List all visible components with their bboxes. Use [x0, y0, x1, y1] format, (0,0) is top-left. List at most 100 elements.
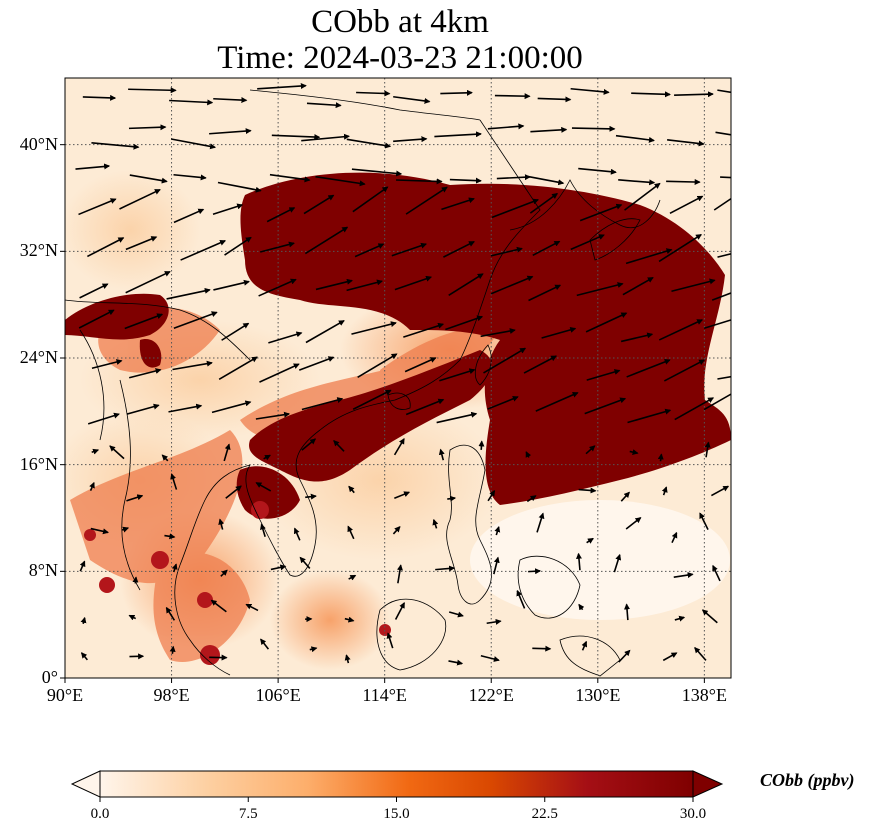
wind-vector: [119, 188, 161, 210]
wind-vector: [180, 240, 227, 261]
wind-vector: [667, 139, 705, 147]
wind-vector: [351, 321, 397, 335]
wind-vector: [270, 564, 287, 571]
wind-vector: [618, 179, 656, 186]
wind-vector: [404, 357, 437, 373]
wind-vector: [315, 175, 366, 187]
colorbar-tick-label: 30.0: [679, 806, 707, 822]
wind-vector: [496, 174, 531, 181]
wind-vector: [487, 489, 496, 502]
wind-vector: [356, 90, 391, 97]
wind-vector: [170, 473, 178, 490]
wind-vector: [393, 95, 431, 104]
wind-vector: [571, 125, 616, 132]
wind-vector: [268, 331, 303, 344]
wind-vector: [578, 603, 585, 611]
wind-vector: [245, 603, 259, 612]
wind-vector: [304, 226, 349, 255]
wind-vector: [173, 208, 205, 224]
wind-vector: [713, 197, 731, 211]
wind-vector: [622, 276, 654, 296]
wind-vector: [704, 441, 711, 458]
wind-vector: [438, 448, 445, 461]
wind-vector: [631, 91, 671, 98]
wind-vector: [525, 451, 532, 458]
wind-vector: [333, 439, 345, 452]
wind-vector: [225, 485, 242, 499]
colorbar-ticks: [99, 797, 694, 802]
lon-tick-label: 122°E: [468, 685, 514, 705]
wind-vector: [305, 493, 317, 500]
wind-vector: [260, 523, 266, 537]
colorbar-tick-label: 22.5: [531, 806, 558, 822]
wind-vector: [440, 89, 473, 96]
lon-tick-label: 98°E: [153, 685, 190, 705]
colorbar-tick-label: 0.0: [90, 806, 110, 822]
wind-vector: [480, 328, 516, 338]
wind-vector: [620, 491, 630, 502]
wind-vector: [257, 83, 307, 90]
wind-vector: [352, 186, 389, 213]
wind-vector: [344, 654, 351, 664]
lat-tick-label: 8°N: [28, 560, 58, 581]
wind-vector: [217, 181, 262, 193]
wind-vector: [79, 560, 86, 572]
wind-vector: [445, 315, 484, 331]
colorbar: [70, 770, 724, 802]
wind-vector: [447, 495, 457, 502]
wind-vector: [432, 518, 439, 529]
wind-vector: [615, 134, 655, 143]
wind-vector: [493, 556, 500, 575]
wind-vector: [255, 411, 291, 420]
wind-vector: [393, 437, 405, 456]
wind-vector: [169, 99, 214, 106]
wind-vector: [344, 616, 355, 623]
wind-vector: [124, 313, 164, 330]
wind-vector: [126, 403, 160, 415]
wind-vector: [168, 403, 203, 413]
wind-vector: [209, 128, 252, 135]
wind-vector: [405, 398, 445, 416]
wind-vector: [266, 207, 296, 223]
title-line-1: CObb at 4km: [311, 4, 489, 40]
wind-vector: [211, 400, 252, 414]
wind-vector: [391, 242, 428, 257]
wind-vector: [223, 443, 231, 462]
wind-vector: [125, 270, 171, 294]
wind-vector: [309, 646, 318, 653]
wind-vector: [255, 482, 272, 492]
wind-vector: [394, 491, 411, 500]
wind-vector: [669, 195, 704, 215]
wind-vector: [448, 611, 464, 618]
wind-vector: [613, 553, 622, 573]
wind-vector: [80, 616, 87, 625]
title-line-2: Time: 2024-03-23 21:00:00: [217, 40, 583, 76]
wind-vector: [570, 87, 610, 95]
wind-vector: [91, 448, 100, 455]
wind-vector: [575, 552, 582, 571]
wind-vector: [625, 517, 642, 530]
wind-vector: [128, 124, 167, 131]
wind-vector: [128, 368, 162, 379]
wind-vector: [674, 397, 715, 421]
wind-vector: [536, 512, 545, 533]
wind-vector: [434, 131, 482, 138]
wind-vector: [715, 131, 731, 136]
wind-vector: [448, 659, 464, 666]
wind-vector: [699, 512, 709, 530]
wind-vector: [78, 198, 117, 216]
wind-vector: [132, 576, 139, 584]
lon-tick-label: 130°E: [575, 685, 621, 705]
wind-vector: [303, 194, 335, 215]
wind-vector: [82, 94, 117, 101]
wind-vector: [483, 347, 527, 374]
wind-vector: [570, 234, 605, 251]
wind-vector: [171, 563, 178, 573]
wind-vector: [535, 391, 579, 412]
wind-vector: [491, 198, 539, 219]
wind-vector: [299, 556, 311, 569]
lat-tick-label: 40°N: [19, 133, 58, 154]
wind-vector: [717, 89, 731, 94]
wind-vector: [394, 602, 405, 620]
